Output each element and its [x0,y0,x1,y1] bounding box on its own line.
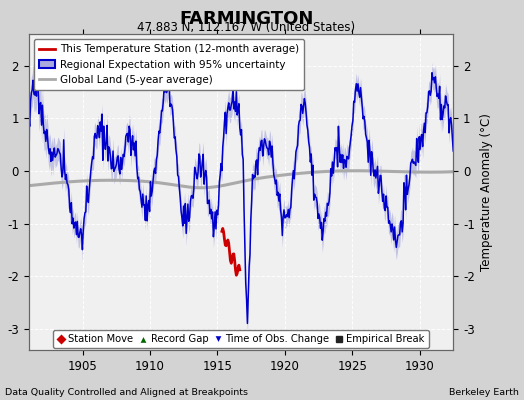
Text: Data Quality Controlled and Aligned at Breakpoints: Data Quality Controlled and Aligned at B… [5,388,248,397]
Text: Berkeley Earth: Berkeley Earth [449,388,519,397]
Legend: Station Move, Record Gap, Time of Obs. Change, Empirical Break: Station Move, Record Gap, Time of Obs. C… [53,330,429,348]
Text: 47.883 N, 112.167 W (United States): 47.883 N, 112.167 W (United States) [137,21,355,34]
Text: FARMINGTON: FARMINGTON [179,10,313,28]
Y-axis label: Temperature Anomaly (°C): Temperature Anomaly (°C) [481,113,494,271]
